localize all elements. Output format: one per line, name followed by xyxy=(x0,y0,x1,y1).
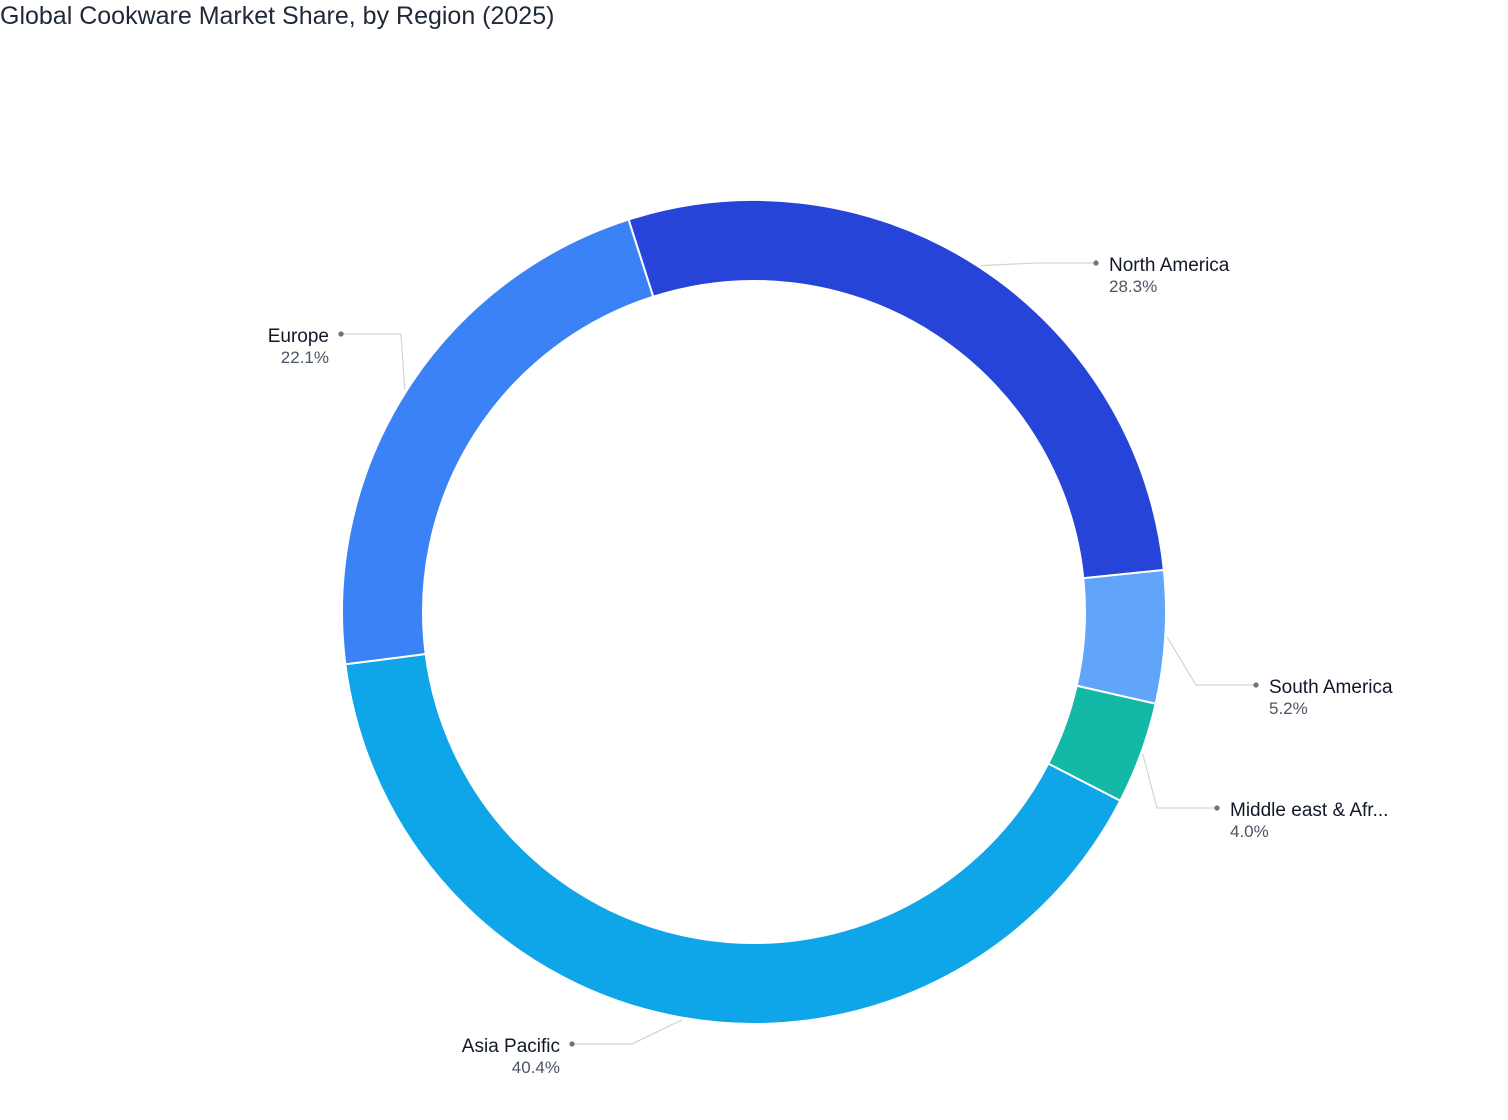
value-middle-east-afr: 4.0% xyxy=(1230,822,1269,841)
value-north-america: 28.3% xyxy=(1109,277,1157,296)
leader-line-europe xyxy=(341,333,406,390)
slice-asia-pacific[interactable] xyxy=(344,652,1122,1025)
slice-south-america[interactable] xyxy=(1075,568,1167,705)
leader-line-middle-east-afr xyxy=(1142,753,1217,809)
value-europe: 22.1% xyxy=(281,348,329,367)
label-europe: Europe xyxy=(268,326,329,347)
leader-line-north-america xyxy=(980,262,1096,267)
value-south-america: 5.2% xyxy=(1269,699,1308,718)
leader-dot-north-america xyxy=(1093,260,1099,266)
leader-line-asia-pacific xyxy=(572,1019,683,1045)
leader-dot-middle-east-afr xyxy=(1214,805,1220,811)
donut-slices xyxy=(341,199,1167,1025)
slice-europe[interactable] xyxy=(341,218,655,666)
leader-line-south-america xyxy=(1166,637,1256,686)
label-middle-east-afr: Middle east & Afr... xyxy=(1230,800,1388,821)
label-south-america: South America xyxy=(1269,677,1393,698)
label-asia-pacific: Asia Pacific xyxy=(462,1036,560,1057)
leader-dot-asia-pacific xyxy=(569,1041,575,1047)
label-north-america: North America xyxy=(1109,255,1230,276)
slice-north-america[interactable] xyxy=(627,199,1165,580)
leader-dot-south-america xyxy=(1253,682,1259,688)
chart-title: Global Cookware Market Share, by Region … xyxy=(0,2,555,30)
leader-dot-europe xyxy=(338,331,344,337)
value-asia-pacific: 40.4% xyxy=(512,1058,560,1077)
